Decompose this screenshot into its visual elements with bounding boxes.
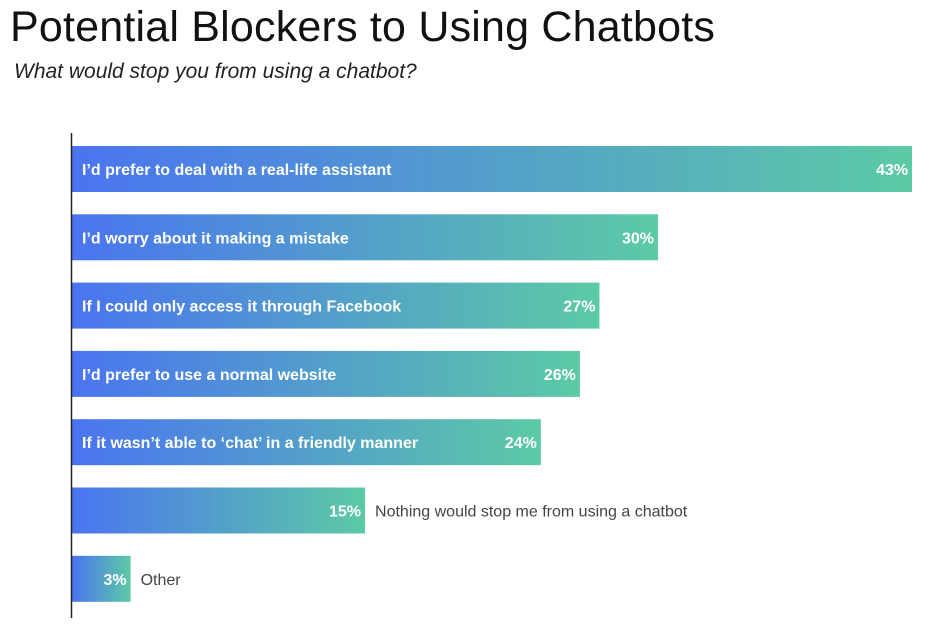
- bar-value-label: 27%: [563, 299, 595, 316]
- bar-value-label: 30%: [622, 230, 654, 247]
- chart-subtitle: What would stop you from using a chatbot…: [14, 60, 417, 83]
- bar: [72, 350, 580, 397]
- bar: [72, 419, 541, 466]
- bars-layer: 43% I’d prefer to deal with a real-life a…: [72, 146, 912, 602]
- bar: [72, 146, 912, 192]
- bar-category-label: If I could only access it through Facebo…: [82, 299, 401, 316]
- bar-value-label: 3%: [103, 572, 126, 589]
- bar-category-label: If it wasn’t able to ‘chat’ in a friendl…: [82, 435, 418, 452]
- bar-value-label: 43%: [876, 162, 908, 179]
- chart-title: Potential Blockers to Using Chatbots: [10, 3, 716, 51]
- bar: [72, 282, 600, 329]
- bar-category-label: I’d prefer to use a normal website: [82, 367, 336, 384]
- bar-category-label: I’d worry about it making a mistake: [82, 230, 349, 247]
- bar-category-label: I’d prefer to deal with a real-life assi…: [82, 162, 392, 179]
- bar-value-label: 24%: [505, 435, 537, 452]
- bar-value-label: 26%: [544, 367, 576, 384]
- bar: [72, 487, 366, 534]
- bar-category-label: Other: [141, 572, 182, 589]
- bar: [72, 555, 131, 602]
- bar-value-label: 15%: [329, 504, 361, 521]
- bar: [72, 214, 659, 261]
- bar-category-label: Nothing would stop me from using a chatb…: [375, 504, 688, 521]
